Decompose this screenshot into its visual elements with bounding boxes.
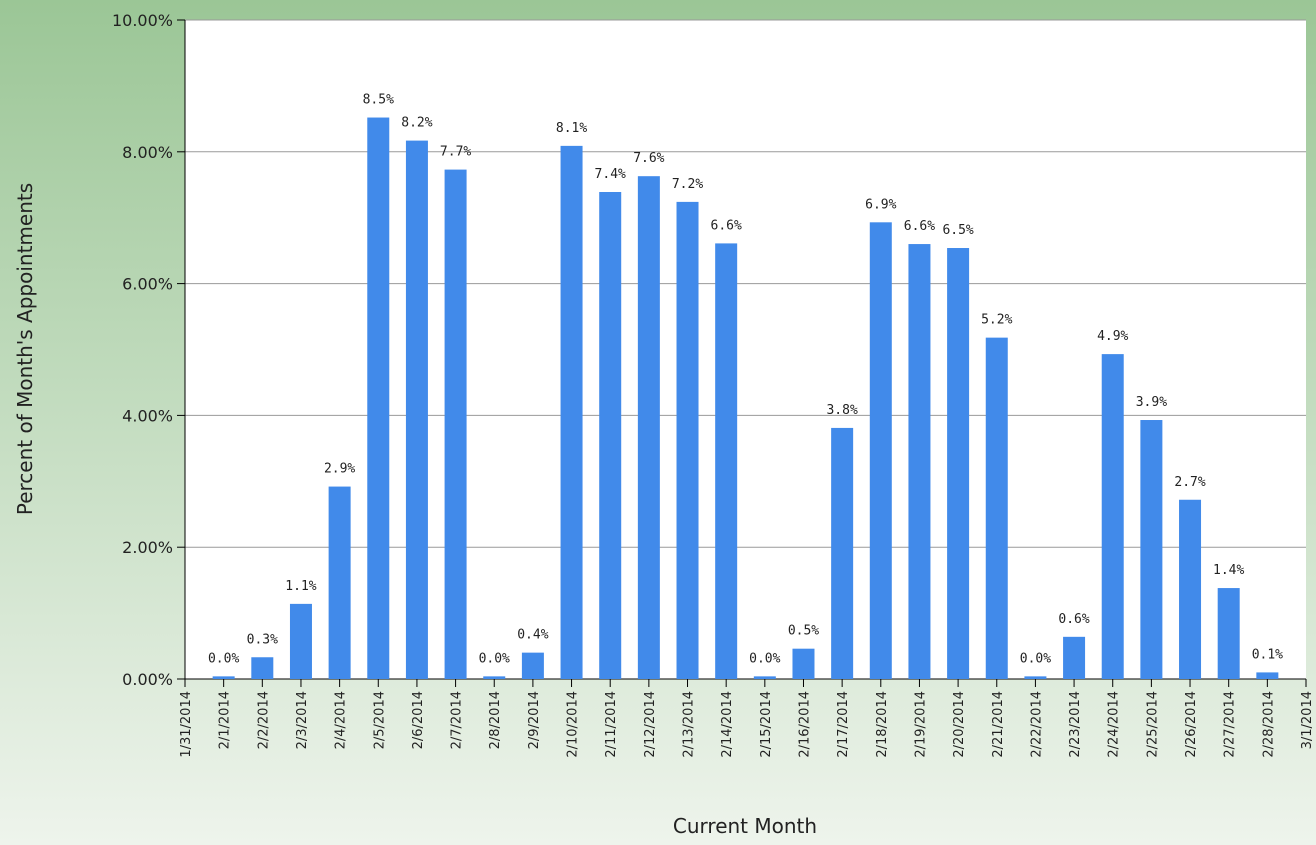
bar (985, 337, 1008, 679)
x-tick-label: 2/4/2014 (334, 691, 349, 749)
x-tick-label: 1/31/2014 (179, 691, 194, 758)
y-tick-label: 6.00% (122, 275, 173, 294)
value-label: 6.6% (904, 219, 935, 234)
x-tick-label: 2/22/2014 (1029, 691, 1044, 758)
value-label: 0.0% (208, 651, 239, 666)
bar (251, 657, 274, 679)
y-tick-label: 8.00% (122, 143, 173, 162)
x-axis-label: Current Month (673, 814, 817, 838)
value-label: 0.5% (788, 624, 819, 639)
x-tick-label: 3/1/2014 (1300, 691, 1315, 749)
bar (289, 603, 312, 679)
x-tick-label: 2/18/2014 (875, 691, 890, 758)
y-tick-label: 4.00% (122, 406, 173, 425)
x-tick-label: 2/25/2014 (1145, 691, 1160, 758)
bar (676, 201, 699, 679)
value-label: 1.4% (1213, 563, 1244, 578)
value-label: 8.2% (401, 116, 432, 131)
x-tick-label: 2/16/2014 (797, 691, 812, 758)
bar (1217, 588, 1240, 679)
value-label: 6.6% (711, 218, 742, 233)
x-tick-label: 2/15/2014 (759, 691, 774, 758)
y-axis-label: Percent of Month's Appointments (13, 183, 37, 515)
bar (753, 676, 776, 679)
x-tick-label: 2/3/2014 (295, 691, 310, 749)
value-label: 0.0% (1020, 651, 1051, 666)
value-label: 3.8% (826, 403, 857, 418)
x-tick-label: 2/17/2014 (836, 691, 851, 758)
x-tick-label: 2/13/2014 (682, 691, 697, 758)
bar (1024, 676, 1047, 679)
value-label: 4.9% (1097, 329, 1128, 344)
plot-area (185, 20, 1306, 679)
bar (637, 176, 660, 680)
bar (444, 169, 467, 679)
value-label: 7.6% (633, 151, 664, 166)
x-tick-label: 2/21/2014 (991, 691, 1006, 758)
x-tick-label: 2/9/2014 (527, 691, 542, 749)
x-tick-label: 2/8/2014 (488, 691, 503, 749)
bar (869, 222, 892, 680)
value-label: 1.1% (285, 579, 316, 594)
x-tick-label: 2/11/2014 (604, 691, 619, 758)
x-tick-label: 2/14/2014 (720, 691, 735, 758)
value-label: 7.7% (440, 145, 471, 160)
y-tick-label: 10.00% (112, 11, 173, 30)
x-tick-label: 2/27/2014 (1223, 691, 1238, 758)
value-label: 3.9% (1136, 395, 1167, 410)
bar (1101, 354, 1124, 679)
value-label: 8.1% (556, 121, 587, 136)
x-tick-label: 2/2/2014 (256, 691, 271, 749)
x-tick-label: 2/26/2014 (1184, 691, 1199, 758)
value-label: 6.5% (942, 223, 973, 238)
x-tick-label: 2/19/2014 (913, 691, 928, 758)
bar (715, 243, 738, 679)
value-label: 2.7% (1174, 475, 1205, 490)
value-label: 5.2% (981, 313, 1012, 328)
y-tick-label: 0.00% (122, 670, 173, 689)
bar (405, 140, 428, 680)
value-label: 0.1% (1252, 647, 1283, 662)
bar (1179, 499, 1202, 679)
bar (831, 427, 854, 679)
bar (1063, 636, 1086, 679)
value-label: 2.9% (324, 462, 355, 477)
value-label: 0.0% (479, 651, 510, 666)
value-label: 0.4% (517, 628, 548, 643)
x-tick-label: 2/24/2014 (1107, 691, 1122, 758)
bar (947, 248, 970, 679)
value-label: 0.6% (1058, 612, 1089, 627)
bar (792, 648, 815, 679)
x-tick-label: 2/10/2014 (566, 691, 581, 758)
x-tick-label: 2/1/2014 (218, 691, 233, 749)
x-tick-label: 2/7/2014 (450, 691, 465, 749)
value-label: 0.3% (247, 632, 278, 647)
bar (1256, 672, 1279, 679)
bar (483, 676, 506, 679)
bar (521, 652, 544, 679)
x-tick-label: 2/23/2014 (1068, 691, 1083, 758)
x-tick-label: 2/12/2014 (643, 691, 658, 758)
bar (328, 486, 351, 679)
bar (560, 145, 583, 679)
value-label: 8.5% (363, 93, 394, 108)
value-label: 0.0% (749, 651, 780, 666)
value-label: 7.4% (595, 167, 626, 182)
y-tick-label: 2.00% (122, 538, 173, 557)
bar (908, 244, 931, 679)
bar (599, 191, 622, 679)
x-tick-label: 2/28/2014 (1261, 691, 1276, 758)
bar (212, 676, 235, 679)
value-label: 6.9% (865, 197, 896, 212)
value-label: 7.2% (672, 177, 703, 192)
x-tick-label: 2/5/2014 (372, 691, 387, 749)
x-tick-label: 2/20/2014 (952, 691, 967, 758)
x-tick-label: 2/6/2014 (411, 691, 426, 749)
bar (1140, 420, 1163, 679)
bar (367, 117, 390, 680)
